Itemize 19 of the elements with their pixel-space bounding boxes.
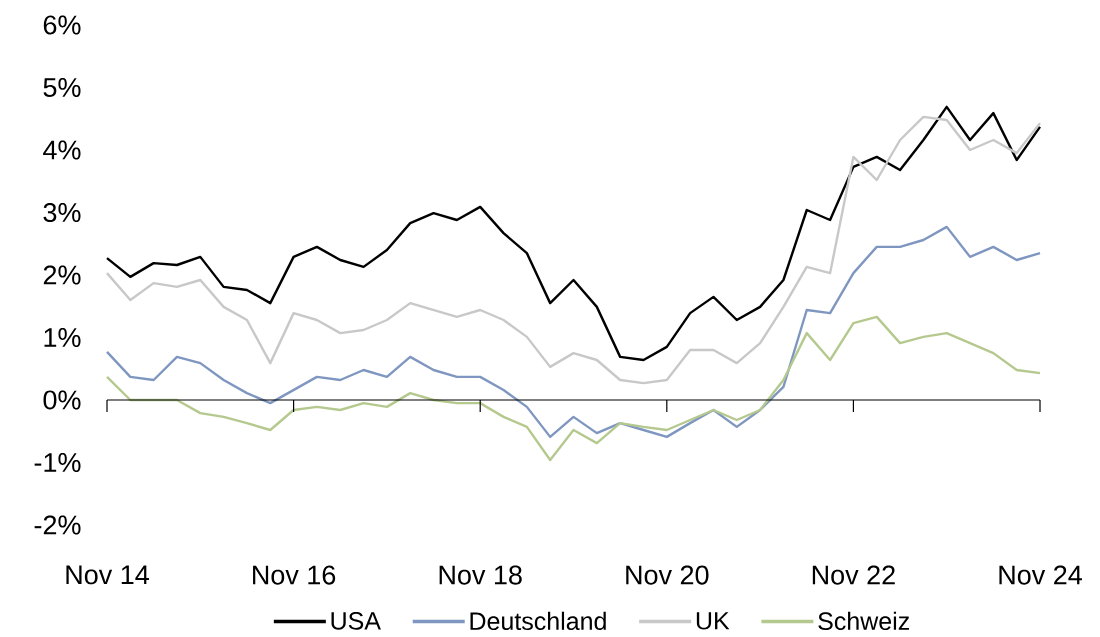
y-tick-label: -2% bbox=[34, 515, 81, 535]
y-tick-label: 5% bbox=[43, 78, 81, 97]
legend-label: USA bbox=[331, 612, 381, 630]
y-tick-label: 4% bbox=[43, 140, 81, 160]
y-tick-label: 0% bbox=[43, 390, 81, 410]
legend-label: Schweiz bbox=[818, 611, 909, 631]
x-tick-label: Nov 18 bbox=[439, 565, 522, 585]
y-tick-label: -1% bbox=[34, 453, 81, 472]
x-tick-label: Nov 16 bbox=[253, 565, 336, 585]
y-tick-label: 1% bbox=[44, 328, 81, 347]
x-tick-label: Nov 20 bbox=[626, 565, 709, 585]
y-tick-label: 3% bbox=[43, 202, 81, 223]
x-tick-label: Nov 22 bbox=[812, 565, 895, 585]
x-tick-label: Nov 14 bbox=[66, 565, 149, 585]
legend-label: Deutschland bbox=[470, 611, 606, 631]
x-tick-label: Nov 24 bbox=[999, 565, 1082, 585]
y-tick-label: 2% bbox=[43, 265, 81, 285]
legend-label: UK bbox=[696, 612, 730, 630]
y-tick-label: 6% bbox=[43, 15, 81, 35]
